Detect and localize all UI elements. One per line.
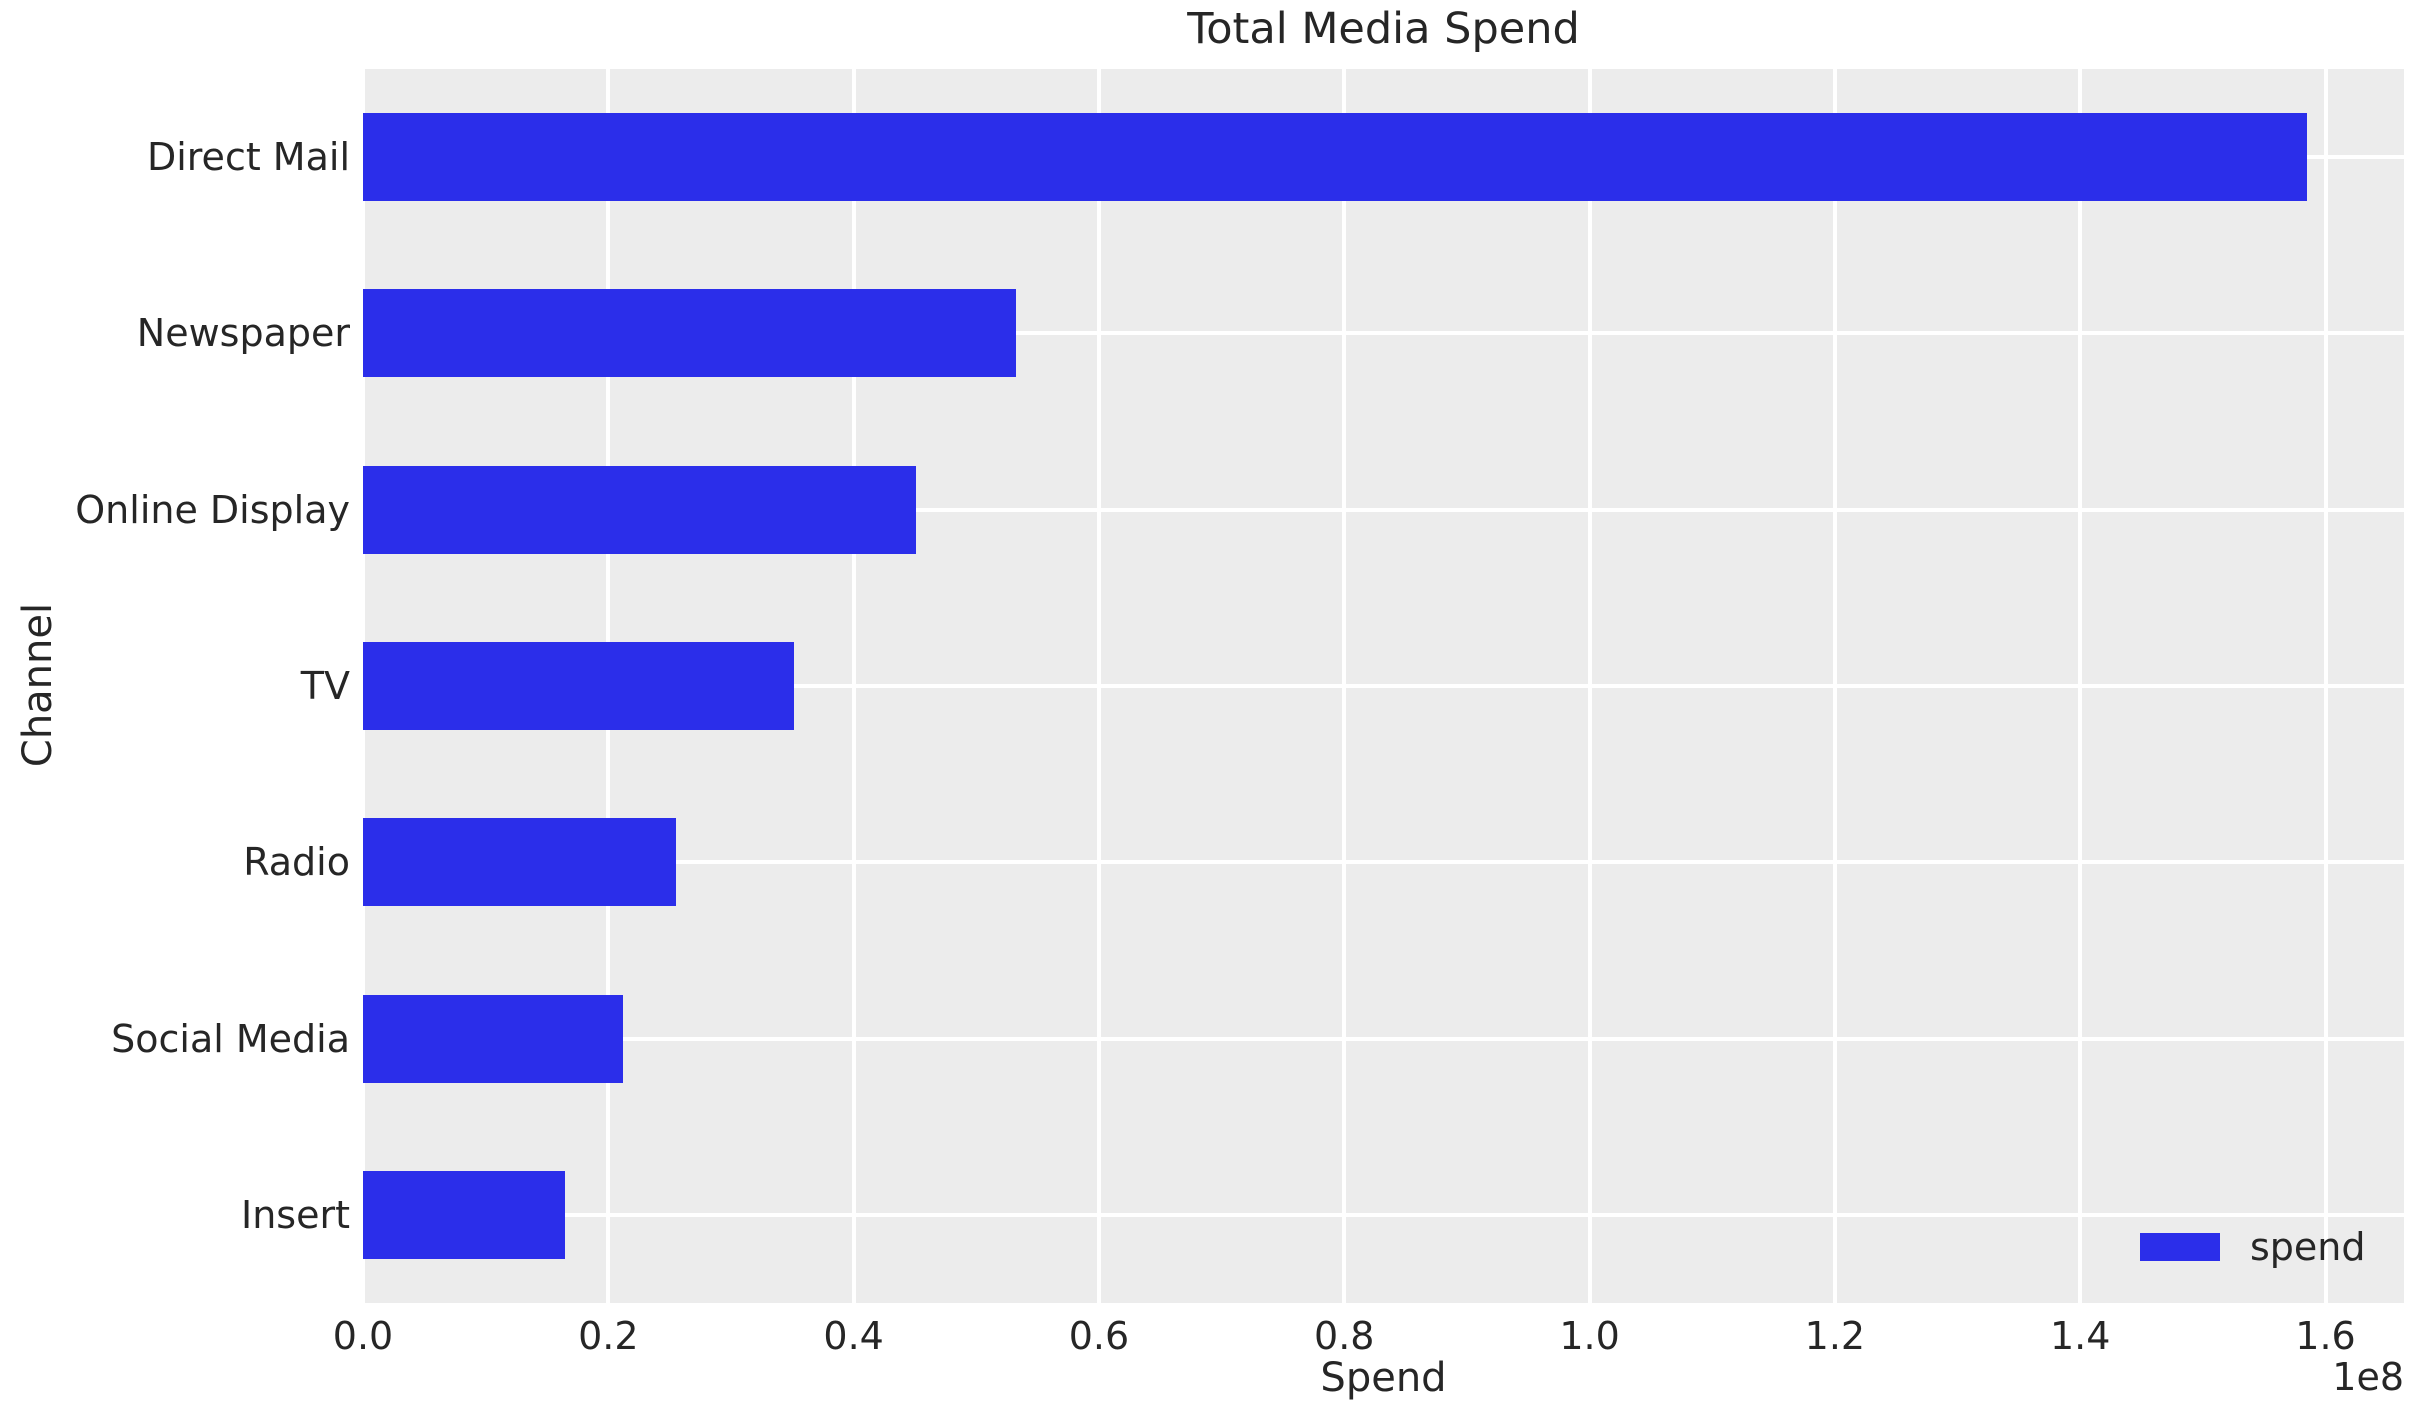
plot-area — [361, 69, 2404, 1303]
y-gridline — [363, 1212, 2404, 1217]
y-gridline — [363, 684, 2404, 688]
bar-insert — [363, 1170, 566, 1259]
bar-online-display — [363, 465, 917, 554]
y-gridline — [363, 331, 2404, 336]
x-tick-label: 1.6 — [2295, 1314, 2356, 1358]
x-tick-label: 0.8 — [1314, 1314, 1375, 1358]
x-axis-offset-label: 1e8 — [2332, 1355, 2404, 1399]
y-gridline — [363, 1036, 2404, 1041]
x-tick-label: 0.6 — [1068, 1314, 1130, 1358]
y-gridline — [363, 507, 2404, 512]
bar-direct-mail — [363, 113, 2308, 202]
bar-newspaper — [363, 289, 1016, 378]
y-tick-label: TV — [300, 664, 350, 708]
bar-social-media — [363, 994, 624, 1083]
chart-title: Total Media Spend — [1187, 4, 1580, 54]
x-tick-label: 1.4 — [2049, 1314, 2111, 1358]
legend-label-spend: spend — [2250, 1225, 2366, 1269]
y-tick-label: Social Media — [111, 1016, 350, 1061]
y-tick-label: Online Display — [75, 487, 350, 532]
bar-radio — [363, 818, 676, 907]
x-tick-label: 0.2 — [578, 1314, 639, 1358]
y-tick-label: Radio — [243, 840, 350, 885]
bar-tv — [363, 641, 794, 731]
x-axis-label: Spend — [1320, 1355, 1447, 1401]
y-tick-label: Newspaper — [136, 311, 350, 356]
y-tick-label: Direct Mail — [146, 135, 350, 180]
legend: spend — [2140, 1226, 2366, 1268]
y-tick-label: Insert — [241, 1192, 350, 1237]
x-tick-label: 0.4 — [823, 1314, 884, 1358]
x-tick-label: 1.0 — [1559, 1314, 1620, 1358]
x-tick-label: 1.2 — [1804, 1314, 1866, 1358]
x-tick-label: 0.0 — [332, 1314, 394, 1358]
legend-swatch-spend-icon — [2140, 1233, 2220, 1261]
y-gridline — [363, 860, 2404, 865]
